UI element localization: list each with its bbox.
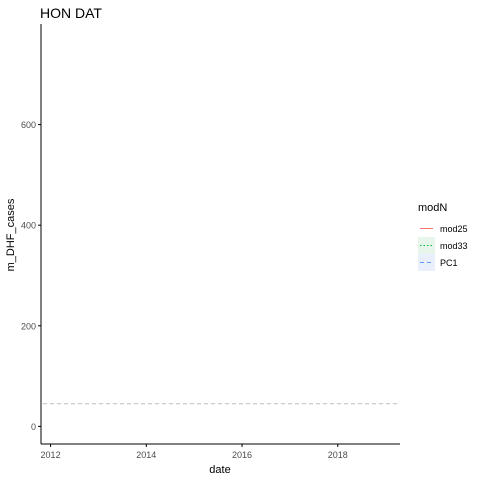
legend-label: mod25 xyxy=(440,224,468,234)
legend-key-background xyxy=(418,237,435,254)
plot-panel: 0 200 400 600 2012 2014 2016 2018 xyxy=(21,24,400,460)
y-axis-ticks: 0 200 400 600 xyxy=(21,120,41,432)
y-tick-label: 200 xyxy=(21,321,36,331)
legend-item-mod33: mod33 xyxy=(418,237,468,254)
legend-key-background xyxy=(418,254,435,271)
y-axis-label: m_DHF_cases xyxy=(5,198,17,271)
x-tick-label: 2012 xyxy=(41,450,61,460)
chart-title: HON DAT xyxy=(40,5,102,21)
x-axis-label: date xyxy=(209,464,230,476)
legend-label: PC1 xyxy=(440,258,458,268)
legend-title: modN xyxy=(418,202,447,214)
legend-item-mod25: mod25 xyxy=(418,220,468,237)
x-axis-ticks: 2012 2014 2016 2018 xyxy=(41,444,348,460)
x-tick-label: 2016 xyxy=(232,450,252,460)
legend-items: mod25 mod33 PC1 xyxy=(418,220,468,271)
legend-item-PC1: PC1 xyxy=(418,254,458,271)
x-tick-label: 2018 xyxy=(328,450,348,460)
y-tick-label: 400 xyxy=(21,221,36,231)
legend-label: mod33 xyxy=(440,241,468,251)
y-tick-label: 600 xyxy=(21,120,36,130)
y-tick-label: 0 xyxy=(31,422,36,432)
x-tick-label: 2014 xyxy=(136,450,156,460)
legend: modN mod25 mod33 PC1 xyxy=(418,202,468,271)
